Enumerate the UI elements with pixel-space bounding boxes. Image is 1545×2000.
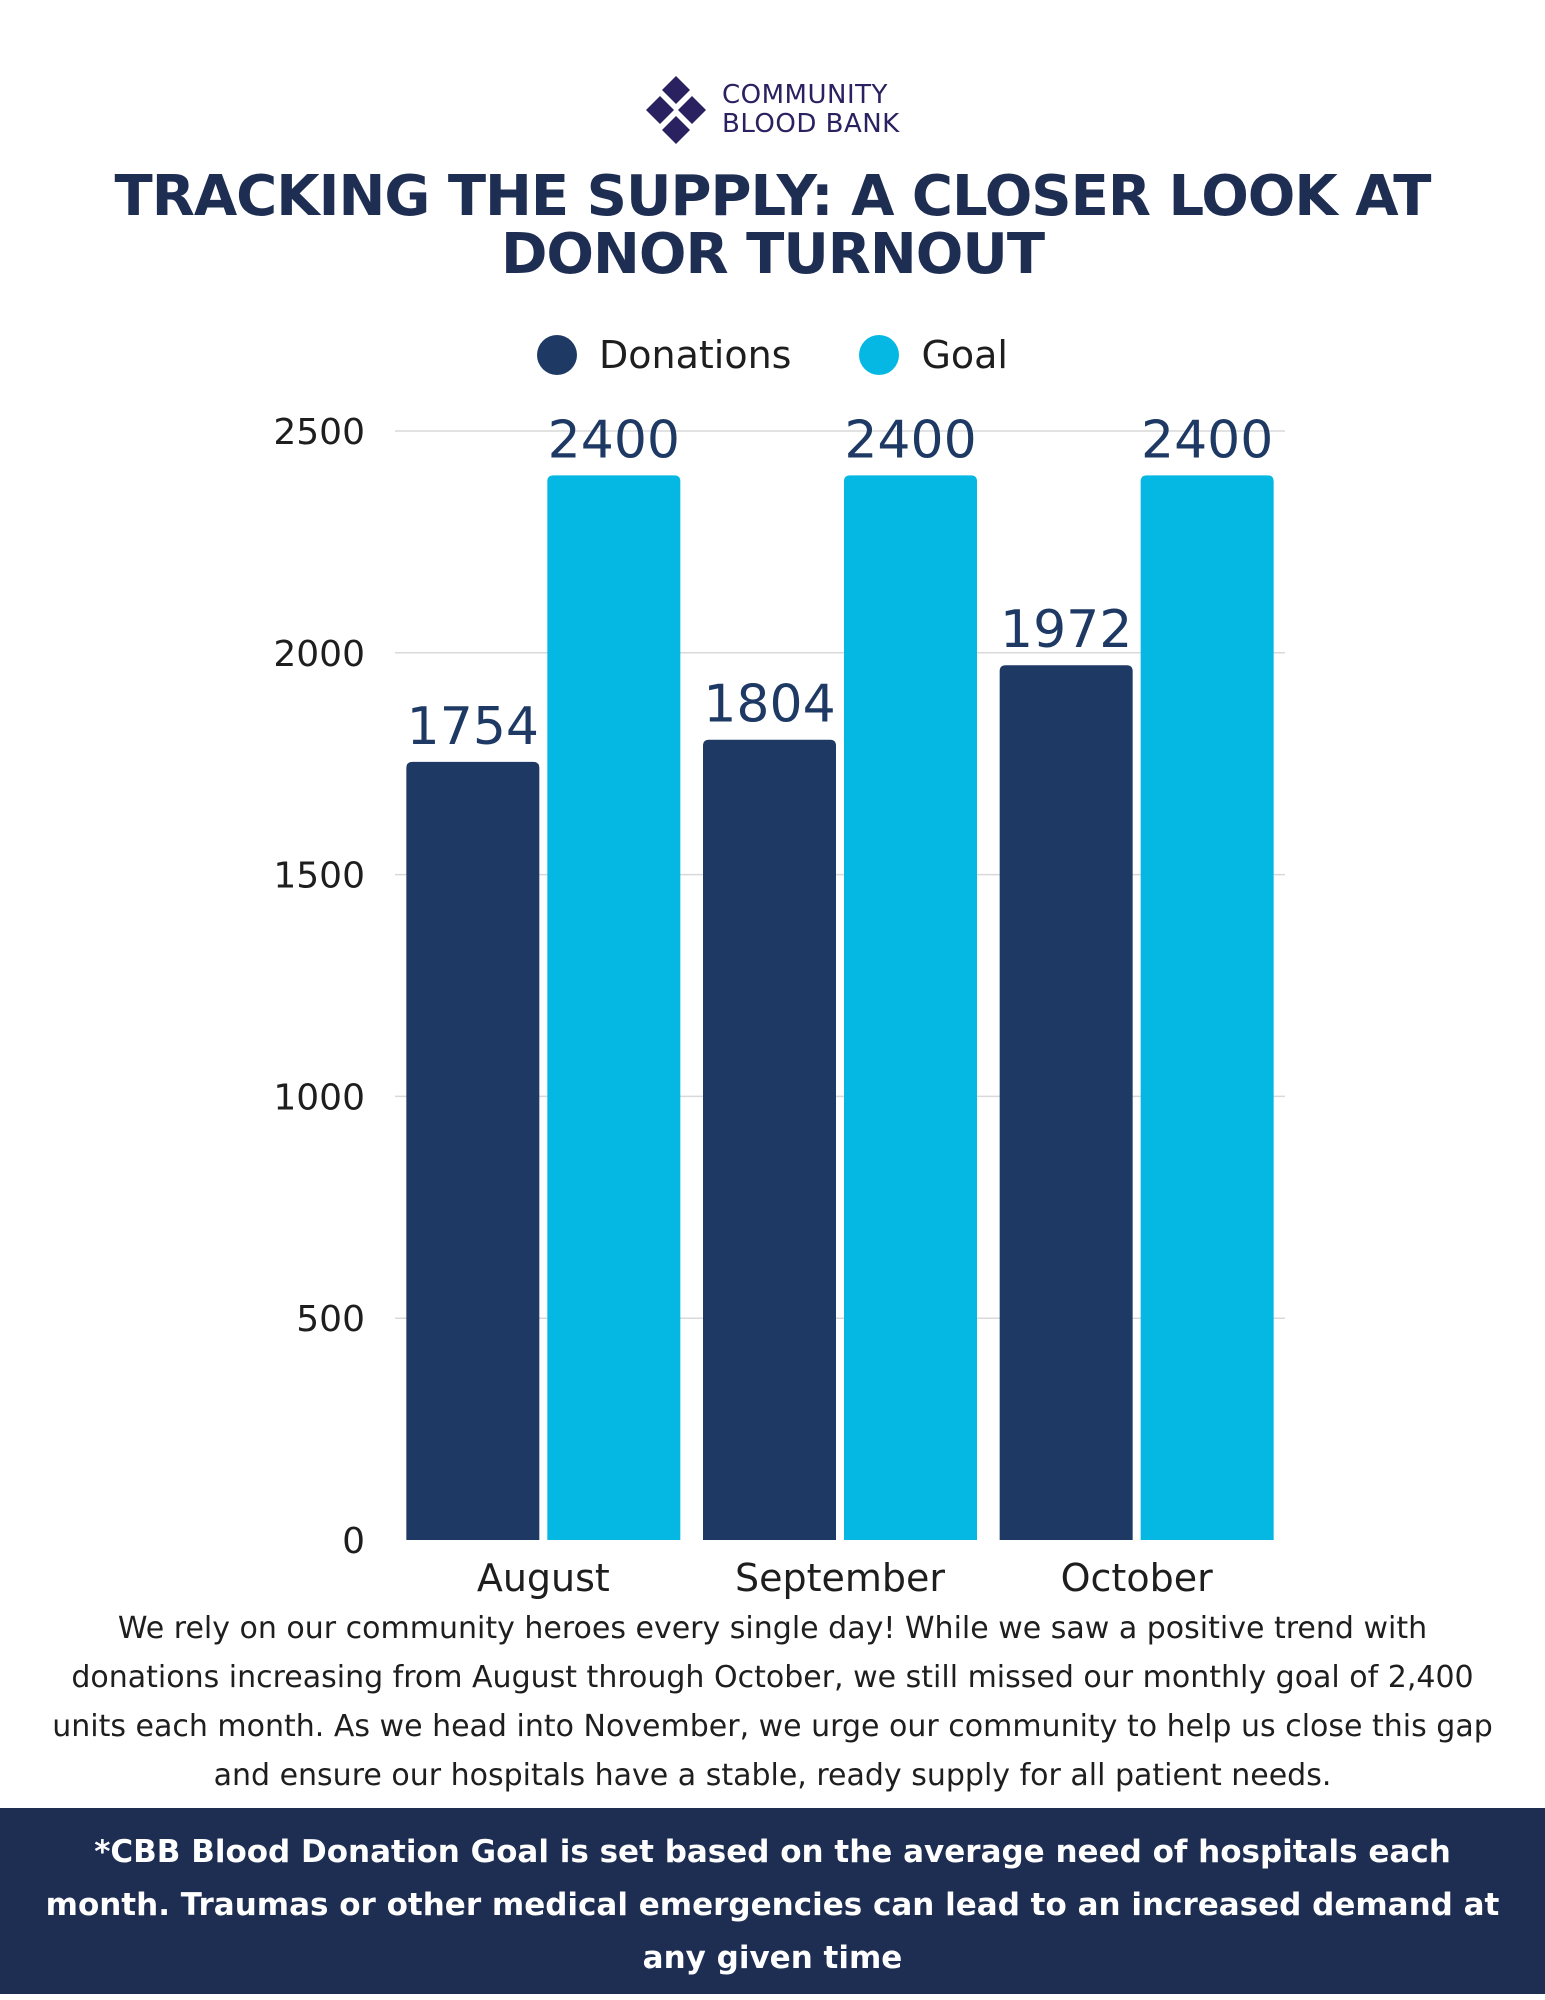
footnote-banner xyxy=(0,1808,1545,1994)
data-label: 2400 xyxy=(1141,410,1273,470)
bar-chart: 0 500 1000 1500 2000 2500 1754 2400 August 1804 24… xyxy=(273,410,1285,1600)
bar-goal xyxy=(547,475,681,1540)
data-label: 1972 xyxy=(1000,600,1132,660)
brand-logo: COMMUNITY BLOOD BANK xyxy=(638,70,928,150)
y-tick-label: 0 xyxy=(342,1521,365,1562)
brand-name-line1: COMMUNITY xyxy=(722,80,888,110)
legend-swatch-donations xyxy=(536,335,577,375)
data-label: 2400 xyxy=(548,410,680,470)
data-label: 1754 xyxy=(407,697,539,757)
footnote-text: *CBB Blood Donation Goal is set based on… xyxy=(45,1834,1500,1976)
bar-goal xyxy=(1140,475,1274,1540)
x-tick-label: September xyxy=(735,1556,945,1600)
y-tick-label: 1000 xyxy=(273,1077,365,1118)
brand-name-line2: BLOOD BANK xyxy=(722,109,900,139)
page-title: TRACKING THE SUPPLY: A CLOSER LOOK AT DO… xyxy=(114,164,1432,287)
summary-text: We rely on our community heroes every si… xyxy=(52,1611,1493,1793)
bar-donations xyxy=(999,665,1133,1540)
y-tick-label: 2500 xyxy=(273,412,365,453)
y-tick-label: 2000 xyxy=(273,634,365,675)
bar-goal xyxy=(844,475,977,1540)
data-label: 1804 xyxy=(703,675,835,735)
bar-donations xyxy=(703,739,836,1540)
legend-label-donations: Donations xyxy=(598,333,792,377)
x-tick-label: August xyxy=(477,1556,610,1600)
x-tick-label: October xyxy=(1061,1556,1213,1600)
legend-item-donations: Donations xyxy=(536,333,792,377)
y-tick-label: 500 xyxy=(296,1299,365,1340)
legend-item-goal: Goal xyxy=(859,333,1008,377)
chart-legend: Donations Goal xyxy=(0,333,1545,377)
brand-logo-icon xyxy=(646,76,706,144)
bar-donations xyxy=(406,761,540,1540)
y-tick-label: 1500 xyxy=(273,856,365,897)
legend-swatch-goal xyxy=(859,335,900,375)
legend-label-goal: Goal xyxy=(921,333,1008,377)
data-label: 2400 xyxy=(844,410,976,470)
